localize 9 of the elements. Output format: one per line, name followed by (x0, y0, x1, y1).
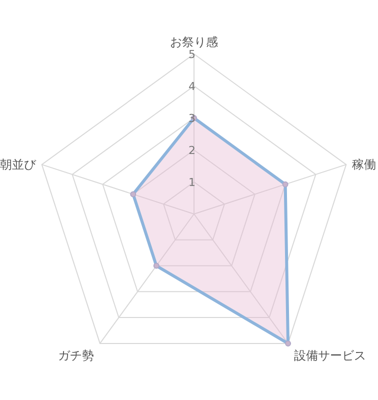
y-tick-label: 4 (188, 80, 196, 93)
y-tick-label: 2 (188, 144, 196, 157)
spoke-label: 設備サービス (294, 348, 366, 362)
y-tick-label: 1 (188, 176, 196, 189)
spoke-label: 稼働 (352, 158, 376, 172)
y-tick-label: 5 (188, 48, 196, 61)
spoke-label: お祭り感 (170, 35, 218, 49)
spoke-label: 朝並び (0, 158, 37, 172)
spoke-label: ガチ勢 (58, 348, 94, 362)
